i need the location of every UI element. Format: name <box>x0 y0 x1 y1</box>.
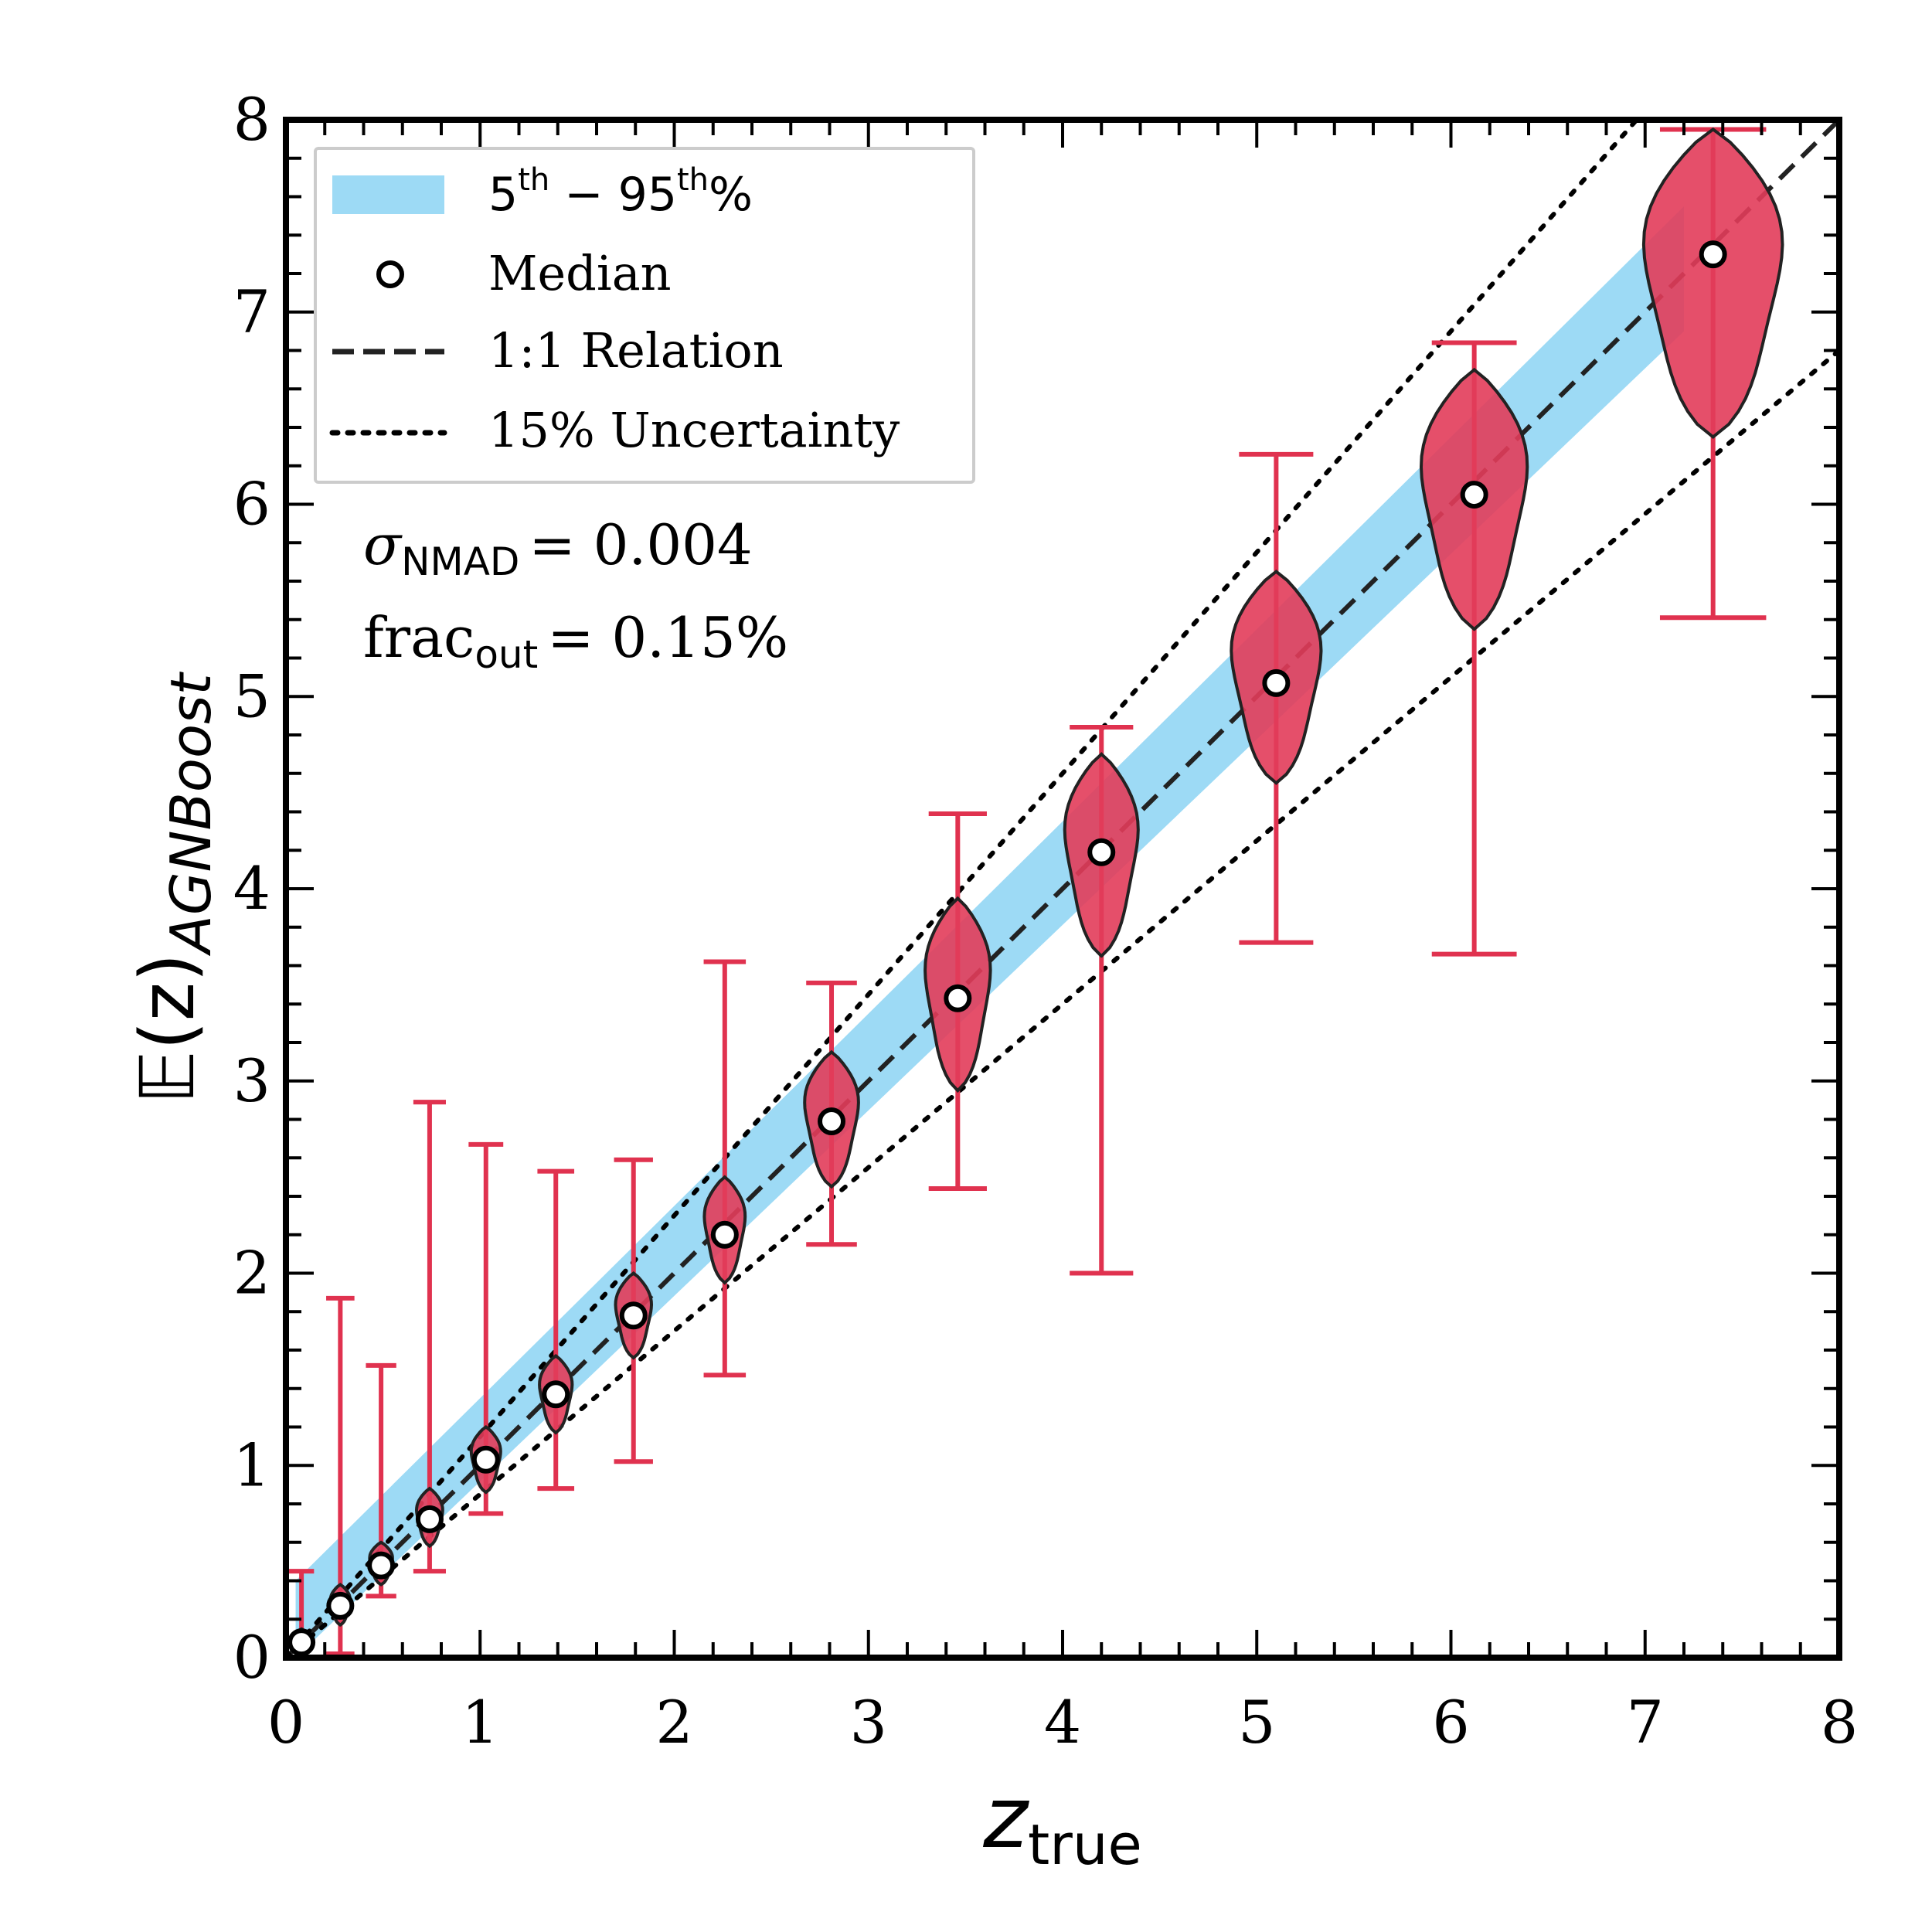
frac-out-annotation: fracout = 0.15% <box>363 605 788 677</box>
median-point-9 <box>944 984 972 1012</box>
median-point-5 <box>542 1380 570 1409</box>
y-tick-label: 2 <box>233 1239 270 1308</box>
y-tick-label: 6 <box>233 470 270 539</box>
median-point-12 <box>1460 481 1488 509</box>
sigma-nmad-annotation: σNMAD = 0.004 <box>363 512 753 584</box>
x-tick-label: 1 <box>461 1688 498 1757</box>
x-tick-label: 7 <box>1627 1688 1664 1757</box>
median-point-1 <box>326 1591 355 1620</box>
y-tick-label: 5 <box>233 662 270 730</box>
median-point-6 <box>619 1301 648 1330</box>
plot-frame <box>283 117 1842 1661</box>
x-tick-labels: 0 1 2 3 4 5 6 7 8 <box>267 1688 1858 1757</box>
x-tick-label: 0 <box>267 1688 304 1757</box>
x-tick-label: 2 <box>655 1688 692 1757</box>
median-point-2 <box>367 1551 396 1580</box>
y-tick-label: 4 <box>233 854 270 923</box>
x-axis-label: ztrue <box>982 1768 1142 1877</box>
y-tick-label: 1 <box>233 1430 270 1499</box>
y-tick-label: 8 <box>233 85 270 154</box>
y-axis-label: 𝔼(z)AGNBoost <box>124 672 223 1104</box>
median-layer <box>287 240 1727 1657</box>
legend-uncertainty-label: 15% Uncertainty <box>488 402 900 458</box>
upper-15pct-line <box>286 120 1639 1658</box>
legend-median-marker <box>376 260 404 288</box>
reference-lines-layer <box>286 120 1839 1658</box>
y-tick-labels: 0 1 2 3 4 5 6 7 8 <box>233 85 270 1692</box>
median-point-10 <box>1087 838 1116 866</box>
median-point-13 <box>1699 240 1727 269</box>
legend-relation-label: 1:1 Relation <box>488 322 784 379</box>
legend: 5th − 95th% Median 1:1 Relation 15% Unce… <box>314 147 975 484</box>
x-tick-label: 5 <box>1238 1688 1275 1757</box>
median-point-3 <box>415 1505 444 1533</box>
y-tick-label: 0 <box>233 1623 270 1692</box>
median-point-11 <box>1262 668 1291 697</box>
median-point-0 <box>287 1628 316 1657</box>
x-tick-label: 6 <box>1432 1688 1469 1757</box>
one-to-one-line <box>286 120 1839 1658</box>
y-tick-label: 7 <box>233 277 270 346</box>
lower-15pct-line <box>286 348 1839 1658</box>
y-tick-label: 3 <box>233 1046 270 1115</box>
x-tick-label: 4 <box>1044 1688 1081 1757</box>
legend-band-swatch <box>332 175 444 214</box>
violin-layer <box>292 127 1784 1654</box>
median-point-8 <box>818 1107 846 1135</box>
legend-band-label: 5th − 95th% <box>488 162 753 222</box>
x-tick-label: 8 <box>1821 1688 1858 1757</box>
legend-median-label: Median <box>488 245 672 301</box>
x-tick-label: 3 <box>850 1688 887 1757</box>
violin-13 <box>1641 127 1784 439</box>
median-point-7 <box>710 1220 739 1249</box>
legend-box <box>314 147 975 484</box>
median-point-4 <box>471 1445 500 1474</box>
